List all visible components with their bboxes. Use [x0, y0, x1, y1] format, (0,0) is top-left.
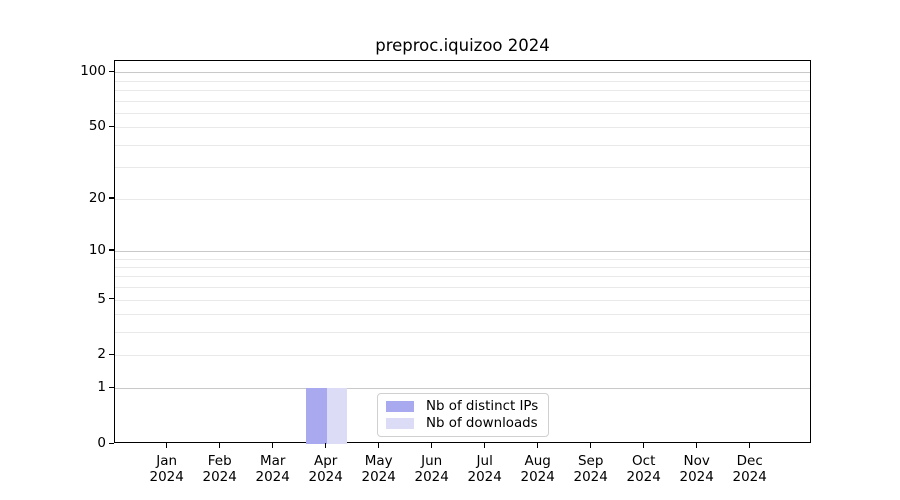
x-tick-month: Dec [736, 453, 763, 469]
gridline-major [115, 388, 810, 390]
x-tick-label: May 2024 [349, 453, 409, 485]
gridline-minor [115, 355, 810, 357]
gridline-major [115, 250, 810, 252]
x-tick-label: Sep 2024 [561, 453, 621, 485]
y-tick-label: 10 [88, 241, 106, 258]
gridline-minor [115, 144, 810, 146]
x-tick-month: Jun [421, 453, 443, 469]
y-tick-label: 20 [88, 189, 106, 206]
x-tick-month: Jul [476, 453, 493, 469]
x-tick-month: Apr [314, 453, 338, 469]
y-tick-mark [109, 386, 114, 388]
x-tick-label: Apr 2024 [296, 453, 356, 485]
x-tick-year: 2024 [732, 469, 767, 485]
x-tick-label: Mar 2024 [243, 453, 303, 485]
legend-swatch-downloads [386, 418, 414, 429]
gridline-minor [115, 127, 810, 129]
y-tick-mark [109, 298, 114, 300]
x-tick-year: 2024 [520, 469, 555, 485]
y-tick-label: 1 [97, 379, 106, 396]
x-tick-label: Jun 2024 [402, 453, 462, 485]
x-tick-mark [696, 443, 698, 448]
y-tick-mark [109, 125, 114, 128]
y-tick-label: 5 [97, 290, 106, 307]
y-tick-label: 50 [88, 118, 106, 135]
x-tick-label: Jul 2024 [455, 453, 515, 485]
x-tick-year: 2024 [308, 469, 343, 485]
y-tick-label: 0 [97, 435, 106, 451]
y-tick-mark [109, 197, 114, 199]
x-tick-mark [272, 443, 274, 448]
gridline-minor [115, 332, 810, 334]
x-tick-label: Oct 2024 [614, 453, 674, 485]
y-tick-mark [109, 70, 114, 72]
gridline-minor [115, 287, 810, 289]
bar-distinct-ips [305, 388, 327, 444]
gridline-minor [115, 314, 810, 316]
gridline-minor [115, 258, 810, 260]
gridline-minor [115, 89, 810, 91]
gridline-minor [115, 167, 810, 169]
x-tick-year: 2024 [414, 469, 449, 485]
legend-item-distinct-ips: Nb of distinct IPs [386, 399, 540, 414]
legend: Nb of distinct IPs Nb of downloads [377, 393, 549, 437]
legend-item-downloads: Nb of downloads [386, 416, 540, 431]
gridline-major [115, 72, 810, 74]
x-tick-year: 2024 [626, 469, 661, 485]
x-tick-month: Oct [632, 453, 656, 469]
x-tick-month: Aug [524, 453, 551, 469]
x-tick-year: 2024 [149, 469, 184, 485]
gridline-minor [115, 266, 810, 268]
x-tick-mark [378, 443, 380, 448]
gridline-minor [115, 198, 810, 200]
x-tick-label: Jan 2024 [137, 453, 197, 485]
x-tick-year: 2024 [255, 469, 290, 485]
y-tick-mark [109, 353, 114, 356]
x-tick-mark [166, 443, 168, 448]
gridline-minor [115, 299, 810, 301]
x-tick-mark [484, 443, 486, 448]
legend-swatch-distinct-ips [386, 401, 414, 412]
x-tick-month: Nov [683, 453, 710, 469]
x-tick-mark [643, 443, 645, 448]
x-tick-year: 2024 [202, 469, 237, 485]
x-tick-month: Jan [156, 453, 178, 469]
x-tick-label: Nov 2024 [667, 453, 727, 485]
x-tick-year: 2024 [573, 469, 608, 485]
x-tick-mark [749, 443, 751, 448]
gridline-minor [115, 100, 810, 102]
x-tick-label: Aug 2024 [508, 453, 568, 485]
x-tick-month: Mar [259, 453, 286, 469]
x-tick-month: Feb [207, 453, 232, 469]
gridline-minor [115, 80, 810, 82]
legend-label-distinct-ips: Nb of distinct IPs [426, 399, 539, 414]
x-tick-mark [431, 443, 433, 448]
plot-area: Nb of distinct IPs Nb of downloads [114, 60, 811, 444]
y-tick-mark [109, 442, 114, 444]
x-tick-label: Dec 2024 [720, 453, 780, 485]
x-tick-mark [537, 443, 539, 448]
x-tick-month: Sep [577, 453, 604, 469]
y-tick-mark [109, 249, 114, 251]
bar-downloads [326, 388, 348, 444]
gridline-minor [115, 276, 810, 278]
y-tick-label: 100 [80, 63, 106, 80]
x-tick-mark [590, 443, 592, 448]
x-tick-year: 2024 [467, 469, 502, 485]
x-tick-mark [325, 443, 327, 448]
x-tick-mark [219, 443, 221, 448]
x-tick-year: 2024 [361, 469, 396, 485]
x-tick-year: 2024 [679, 469, 714, 485]
gridline-minor [115, 112, 810, 114]
y-tick-label: 2 [97, 346, 106, 363]
x-tick-label: Feb 2024 [190, 453, 250, 485]
legend-label-downloads: Nb of downloads [426, 416, 538, 431]
x-tick-month: May [364, 453, 393, 469]
chart-title: preproc.iquizoo 2024 [375, 36, 550, 55]
